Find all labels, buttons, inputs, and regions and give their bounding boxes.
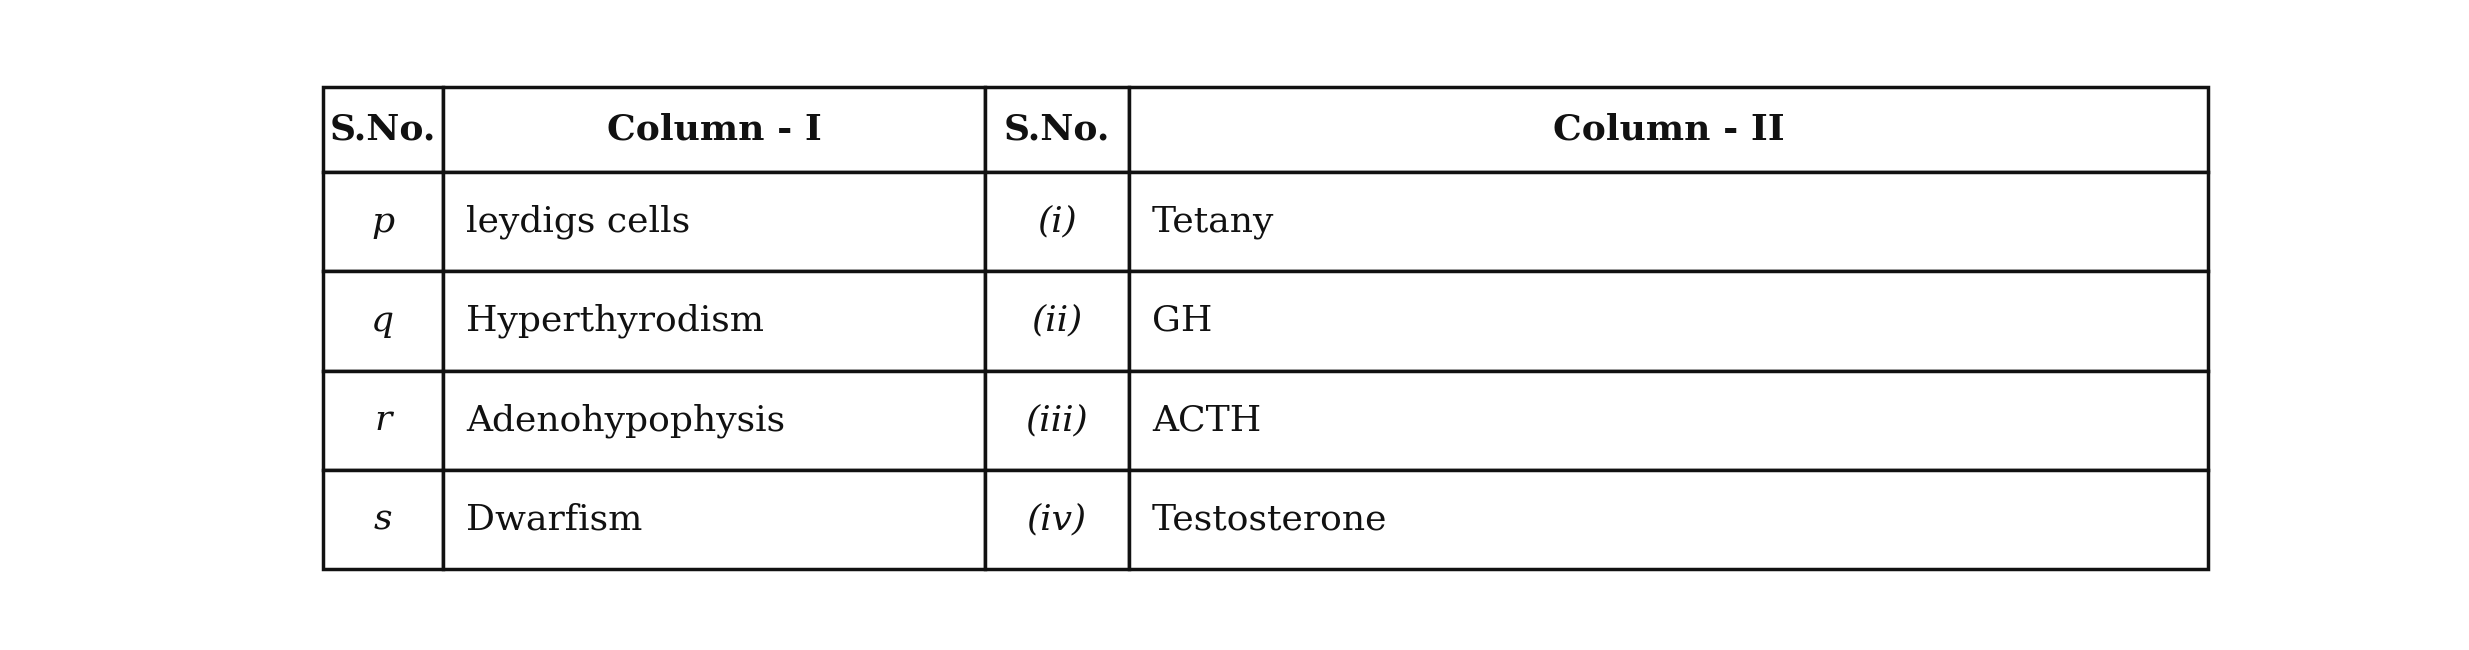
Text: Dwarfism: Dwarfism bbox=[467, 502, 642, 537]
Text: Hyperthyrodism: Hyperthyrodism bbox=[467, 304, 763, 338]
Text: s: s bbox=[373, 502, 393, 537]
Text: ACTH: ACTH bbox=[1153, 403, 1262, 437]
Bar bbox=[442, 370, 985, 470]
Bar bbox=[323, 271, 442, 370]
Text: Column - II: Column - II bbox=[1553, 112, 1785, 147]
Bar bbox=[1128, 470, 2207, 569]
Bar bbox=[323, 87, 442, 172]
Text: S.No.: S.No. bbox=[1005, 112, 1111, 147]
Text: p: p bbox=[370, 205, 395, 239]
Text: Testosterone: Testosterone bbox=[1153, 502, 1388, 537]
Bar bbox=[985, 271, 1128, 370]
Text: leydigs cells: leydigs cells bbox=[467, 204, 691, 239]
Text: S.No.: S.No. bbox=[328, 112, 437, 147]
Bar bbox=[323, 470, 442, 569]
Text: GH: GH bbox=[1153, 304, 1212, 338]
Bar bbox=[1128, 271, 2207, 370]
Text: Column - I: Column - I bbox=[607, 112, 822, 147]
Bar bbox=[1128, 370, 2207, 470]
Text: (iii): (iii) bbox=[1025, 403, 1089, 437]
Bar bbox=[442, 271, 985, 370]
Bar bbox=[442, 470, 985, 569]
Text: q: q bbox=[370, 304, 395, 338]
Bar bbox=[1128, 172, 2207, 271]
Bar bbox=[985, 470, 1128, 569]
Text: (iv): (iv) bbox=[1027, 502, 1086, 537]
Bar bbox=[323, 172, 442, 271]
Bar bbox=[985, 172, 1128, 271]
Text: (i): (i) bbox=[1037, 205, 1076, 239]
Bar bbox=[985, 87, 1128, 172]
Bar bbox=[323, 370, 442, 470]
Bar bbox=[442, 87, 985, 172]
Text: Adenohypophysis: Adenohypophysis bbox=[467, 403, 785, 437]
Text: (ii): (ii) bbox=[1032, 304, 1081, 338]
Text: r: r bbox=[373, 403, 390, 437]
Bar bbox=[985, 370, 1128, 470]
Bar bbox=[1128, 87, 2207, 172]
Text: Tetany: Tetany bbox=[1153, 205, 1274, 239]
Bar bbox=[442, 172, 985, 271]
